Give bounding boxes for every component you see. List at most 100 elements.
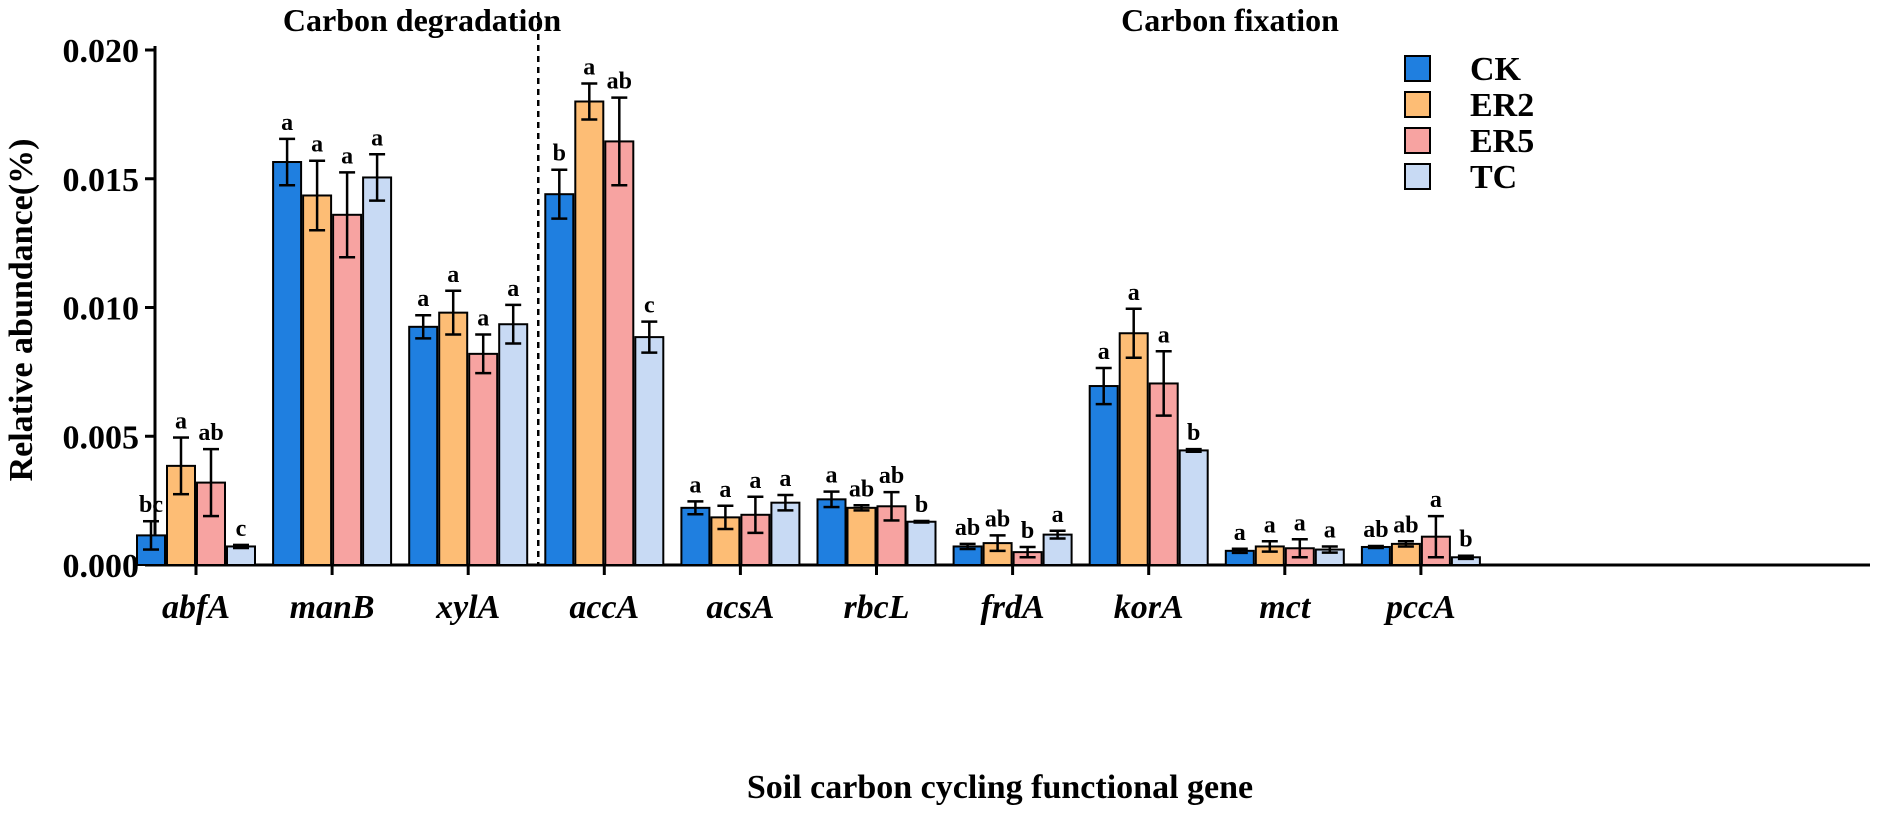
- bar-CK-pccA: [1360, 545, 1391, 566]
- significance-label-CK-mct: a: [1234, 520, 1246, 546]
- significance-label-ER5-korA: a: [1158, 322, 1170, 348]
- y-axis-label: Relative abundance(%): [3, 139, 40, 482]
- x-tick-label-accA: accA: [569, 589, 639, 626]
- legend-label-ER5: ER5: [1470, 123, 1534, 160]
- significance-label-ER2-rbcL: ab: [849, 476, 874, 502]
- error-bar-TC-frdA: [1049, 529, 1066, 540]
- significance-label-TC-rbcL: b: [915, 492, 928, 518]
- x-tick-label-frdA: frdA: [980, 589, 1044, 626]
- bar-CK-accA: [544, 193, 575, 566]
- significance-label-ER2-acsA: a: [719, 477, 731, 503]
- bar-ER2-xylA: [438, 311, 469, 566]
- significance-label-ER2-manB: a: [311, 132, 323, 158]
- bar-ER2-rbcL: [846, 506, 877, 566]
- error-bar-TC-xylA: [505, 303, 522, 345]
- significance-label-TC-pccA: b: [1459, 527, 1472, 553]
- error-bar-ER2-mct: [1261, 540, 1278, 553]
- bar-ER2-abfA: [166, 464, 196, 566]
- error-bar-CK-abfA: [143, 519, 159, 551]
- significance-label-ER2-pccA: ab: [1393, 512, 1418, 538]
- bar-ER2-korA: [1118, 332, 1149, 566]
- x-tick-label-abfA: abfA: [162, 589, 230, 626]
- error-bar-ER5-abfA: [203, 447, 219, 518]
- significance-label-CK-rbcL: a: [826, 463, 838, 489]
- bar-CK-rbcL: [816, 498, 847, 566]
- error-bar-TC-rbcL: [913, 519, 930, 524]
- x-tick-label-korA: korA: [1114, 589, 1184, 626]
- error-bar-TC-korA: [1185, 447, 1202, 453]
- significance-label-ER5-abfA: ab: [198, 420, 223, 446]
- significance-label-CK-accA: b: [553, 141, 566, 167]
- legend-label-TC: TC: [1470, 159, 1517, 196]
- error-bar-CK-mct: [1231, 547, 1248, 555]
- bar-TC-accA: [634, 336, 665, 566]
- bar-CK-acsA: [680, 506, 711, 566]
- error-bar-TC-pccA: [1457, 554, 1474, 561]
- y-tick-label: 0.005: [63, 419, 140, 456]
- x-tick-label-rbcL: rbcL: [843, 589, 909, 626]
- x-tick-label-acsA: acsA: [706, 589, 774, 626]
- error-bar-ER2-abfA: [173, 436, 189, 496]
- error-bar-CK-accA: [551, 168, 568, 220]
- error-bar-ER5-rbcL: [883, 490, 900, 522]
- significance-label-ER2-xylA: a: [447, 262, 459, 288]
- error-bar-ER5-korA: [1155, 350, 1172, 417]
- significance-label-CK-xylA: a: [417, 286, 429, 312]
- significance-label-ER2-korA: a: [1128, 280, 1140, 306]
- significance-label-ER5-xylA: a: [477, 306, 489, 332]
- bar-ER2-manB: [302, 194, 333, 567]
- significance-label-ER5-pccA: a: [1430, 487, 1442, 513]
- error-bar-TC-abfA: [233, 543, 249, 550]
- error-bar-CK-rbcL: [823, 490, 840, 509]
- error-bar-CK-manB: [279, 137, 296, 187]
- y-tick-label: 0.015: [63, 162, 140, 199]
- bar-CK-xylA: [408, 325, 439, 566]
- y-tick-label: 0.010: [63, 291, 140, 328]
- error-bar-ER5-pccA: [1427, 514, 1444, 559]
- error-bar-ER2-pccA: [1397, 540, 1414, 548]
- error-bar-CK-pccA: [1367, 544, 1384, 550]
- error-bar-TC-manB: [369, 153, 386, 202]
- error-bar-TC-mct: [1321, 545, 1338, 554]
- significance-label-CK-korA: a: [1098, 339, 1110, 365]
- x-tick-label-pccA: pccA: [1383, 589, 1456, 626]
- significance-label-ER5-mct: a: [1294, 510, 1306, 536]
- significance-label-ER2-abfA: a: [175, 409, 187, 435]
- error-bar-ER2-acsA: [717, 504, 734, 531]
- error-bar-CK-xylA: [415, 313, 432, 340]
- significance-label-ER5-manB: a: [341, 143, 353, 169]
- significance-label-TC-accA: c: [644, 293, 655, 319]
- error-bar-ER5-accA: [611, 96, 628, 187]
- x-tick-label-manB: manB: [290, 589, 375, 626]
- significance-label-ER2-mct: a: [1264, 512, 1276, 538]
- y-tick-label: 0.020: [63, 33, 140, 70]
- error-bar-TC-accA: [641, 320, 658, 354]
- legend-label-CK: CK: [1470, 51, 1522, 88]
- significance-label-CK-pccA: ab: [1363, 517, 1388, 543]
- error-bar-ER2-xylA: [445, 289, 462, 336]
- legend-swatch-CK: [1404, 55, 1431, 82]
- significance-label-ER5-rbcL: ab: [879, 463, 904, 489]
- bar-TC-acsA: [770, 501, 801, 566]
- y-tick-label: 0.000: [63, 548, 140, 585]
- significance-label-TC-acsA: a: [779, 466, 791, 492]
- error-bar-ER5-acsA: [747, 495, 764, 535]
- bar-ER5-xylA: [468, 352, 499, 566]
- significance-label-TC-manB: a: [371, 125, 383, 151]
- legend-swatch-ER5: [1404, 127, 1431, 154]
- x-tick-label-xylA: xylA: [435, 589, 500, 626]
- significance-label-ER2-accA: a: [583, 54, 595, 80]
- bar-TC-rbcL: [906, 520, 937, 566]
- bar-ER2-accA: [574, 100, 605, 566]
- legend-label-ER2: ER2: [1470, 87, 1534, 124]
- significance-label-CK-frdA: ab: [955, 515, 980, 541]
- significance-label-ER5-acsA: a: [749, 468, 761, 494]
- bar-ER5-manB: [332, 213, 363, 567]
- bar-TC-korA: [1178, 449, 1209, 567]
- error-bar-ER5-frdA: [1019, 545, 1036, 559]
- significance-label-ER2-frdA: ab: [985, 506, 1010, 532]
- significance-label-CK-manB: a: [281, 110, 293, 136]
- legend-swatch-TC: [1404, 163, 1431, 190]
